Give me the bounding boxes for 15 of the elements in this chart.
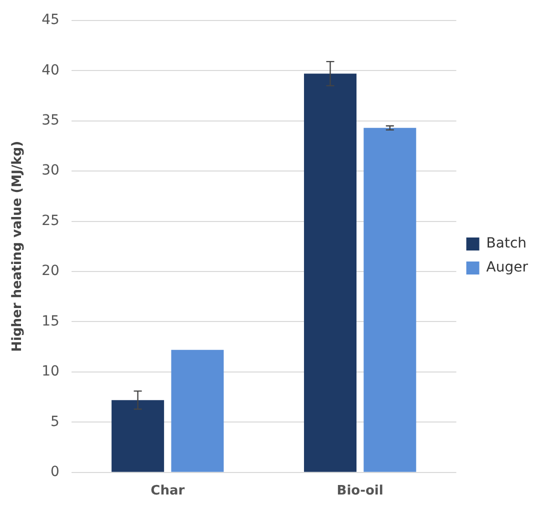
x-tick-label: Bio-oil [336, 484, 384, 499]
y-tick-label: 45 [42, 12, 60, 28]
legend-label: Batch [486, 236, 527, 252]
legend-label: Auger [486, 260, 528, 276]
y-tick-label: 10 [42, 364, 60, 380]
x-tick-label: Char [150, 484, 186, 499]
y-axis-title: Higher heating value (MJ/kg) [10, 140, 26, 352]
y-tick-label: 25 [42, 212, 60, 229]
y-tick-label: 20 [42, 263, 60, 280]
y-tick-label: 35 [42, 112, 60, 128]
y-tick-label: 40 [42, 62, 60, 78]
y-tick-label: 15 [42, 313, 60, 330]
y-tick-label: 0 [50, 464, 60, 480]
y-tick-label: 5 [50, 414, 60, 430]
y-tick-label: 30 [42, 162, 60, 179]
